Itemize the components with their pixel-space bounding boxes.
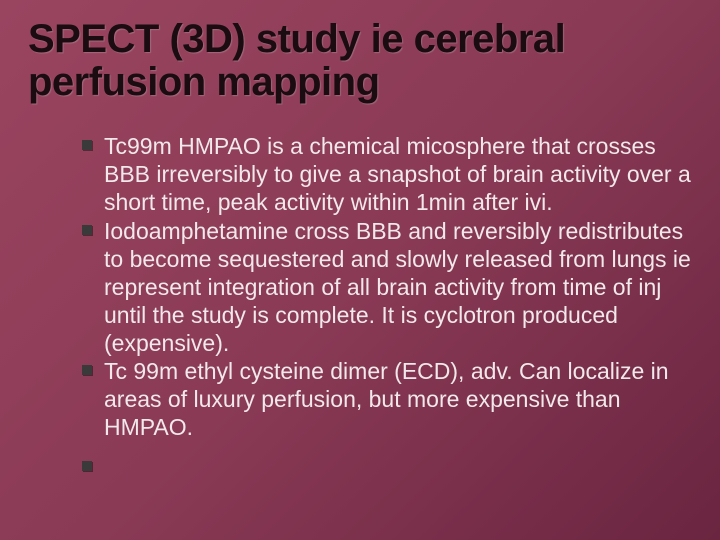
- list-item: Tc 99m ethyl cysteine dimer (ECD), adv. …: [82, 357, 692, 441]
- bullet-icon: [82, 225, 92, 235]
- list-item: Iodoamphetamine cross BBB and reversibly…: [82, 217, 692, 357]
- bullet-icon: [82, 461, 92, 471]
- bullet-text: Tc 99m ethyl cysteine dimer (ECD), adv. …: [104, 358, 669, 440]
- bullet-text: Iodoamphetamine cross BBB and reversibly…: [104, 218, 691, 356]
- bullet-text: Tc99m HMPAO is a chemical micosphere tha…: [104, 133, 691, 215]
- bullet-list: Tc99m HMPAO is a chemical micosphere tha…: [28, 132, 692, 441]
- bullet-icon: [82, 365, 92, 375]
- slide-title: SPECT (3D) study ie cerebral perfusion m…: [28, 18, 692, 104]
- list-item: Tc99m HMPAO is a chemical micosphere tha…: [82, 132, 692, 216]
- bullet-icon: [82, 140, 92, 150]
